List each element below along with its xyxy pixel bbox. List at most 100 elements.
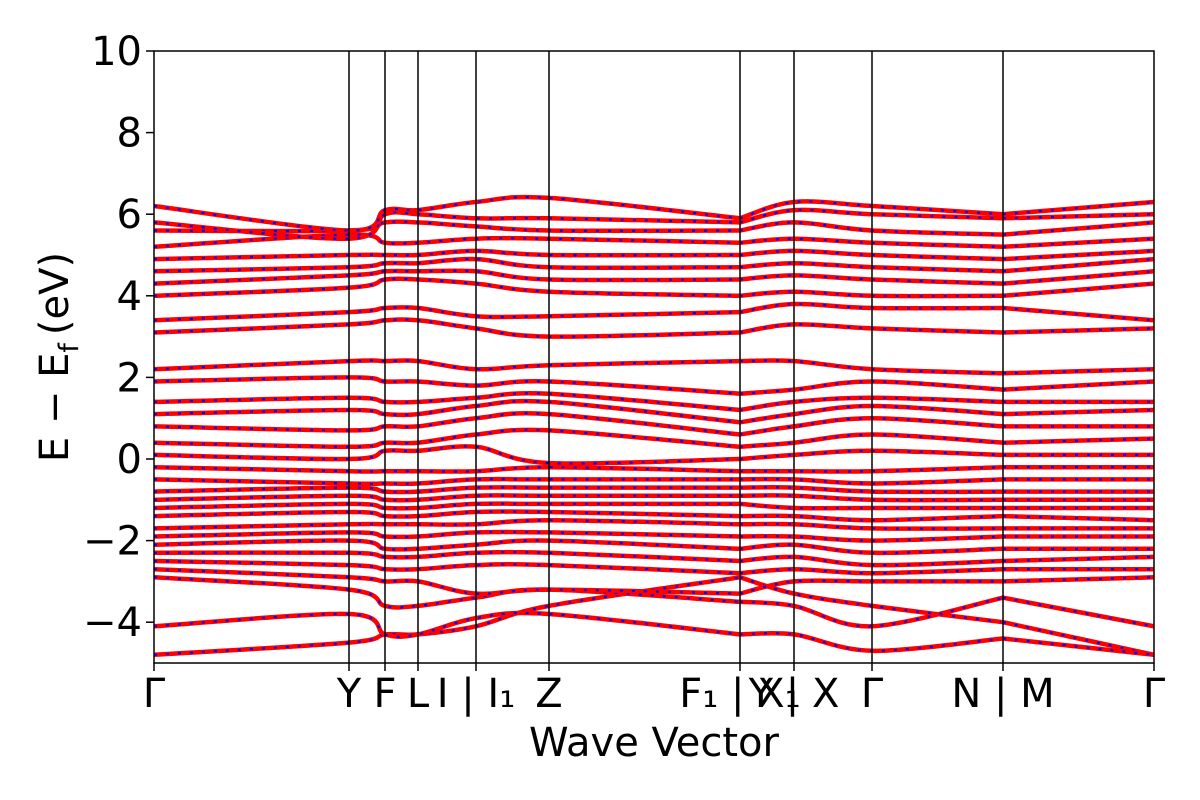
band-line — [1000, 619, 1154, 658]
band-line — [154, 444, 743, 466]
band-line-dashed — [739, 502, 1003, 510]
band-line-dashed — [739, 237, 1004, 248]
y-tick-label: 6 — [117, 192, 142, 238]
y-tick-label: −2 — [83, 519, 142, 565]
band-line — [154, 375, 743, 396]
y-axis-ticks: −4 −2 0 2 4 6 8 10 — [83, 29, 154, 646]
x-axis-label: Wave Vector — [529, 720, 780, 766]
band-line — [1000, 379, 1154, 392]
y-axis-label-unit: (eV) — [32, 252, 78, 335]
y-axis-label-subscript: f — [54, 342, 85, 353]
band-line — [154, 517, 743, 531]
band-line-dashed — [739, 404, 1004, 424]
y-axis-label-main: E − E — [32, 353, 78, 463]
band-line-dashed — [739, 323, 1004, 334]
x-tick-label: N | M — [951, 671, 1054, 717]
band-line — [1000, 220, 1154, 237]
bands-layer — [154, 194, 1154, 658]
band-line — [1000, 326, 1154, 335]
band-line-dashed — [739, 200, 1004, 220]
band-line — [1000, 281, 1154, 299]
band-line — [1000, 407, 1154, 417]
band-line — [1000, 636, 1154, 658]
band-line-dashed — [739, 221, 1004, 236]
y-tick-label: 0 — [117, 437, 142, 483]
x-tick-label: Γ — [1143, 671, 1166, 717]
band-line-dashed — [154, 195, 741, 232]
band-line-dashed — [739, 380, 1004, 395]
band-line — [154, 485, 743, 495]
band-line-dashed — [739, 449, 1004, 461]
x-tick-label: F₁ | X₁ — [679, 671, 800, 717]
x-tick-label: L — [407, 671, 430, 717]
band-line-dashed — [739, 249, 1004, 261]
band-line — [154, 390, 743, 413]
band-line-dashed — [739, 433, 1004, 448]
band-line — [154, 501, 743, 511]
band-line-dashed — [739, 486, 1004, 494]
band-line-dashed — [739, 477, 1004, 485]
band-line-dashed — [739, 632, 1004, 652]
band-line — [1000, 305, 1154, 323]
x-tick-label: Y | X — [748, 671, 840, 717]
band-line — [1000, 236, 1154, 250]
band-line-dashed — [739, 543, 1004, 554]
band-line — [1000, 269, 1154, 286]
band-line — [1000, 513, 1154, 523]
band-line-dashed — [739, 576, 1004, 624]
band-line-dashed — [739, 262, 1004, 273]
band-line — [1000, 436, 1154, 445]
band-line — [1000, 595, 1154, 629]
band-line — [154, 232, 743, 250]
band-line-dashed — [739, 274, 1004, 285]
x-tick-label: Γ — [143, 671, 166, 717]
x-tick-label: Y — [336, 671, 362, 717]
band-line-dashed — [739, 396, 1004, 412]
band-line — [154, 305, 743, 323]
band-line-dashed — [1002, 596, 1154, 628]
band-line — [154, 476, 743, 487]
band-line-dashed — [1002, 621, 1154, 656]
band-line-dashed — [739, 417, 1004, 436]
y-axis-label: E − Ef (eV) — [32, 252, 85, 462]
band-line-dashed — [739, 522, 1004, 530]
band-line-dashed — [739, 290, 1004, 298]
band-line — [154, 464, 743, 474]
band-line — [154, 398, 743, 425]
band-line-dashed — [739, 579, 1003, 595]
band-line-dashed — [739, 359, 1004, 375]
band-line-dashed — [739, 302, 1004, 314]
y-tick-label: −4 — [83, 600, 142, 646]
band-line — [1000, 248, 1154, 262]
band-line-dashed — [740, 466, 1004, 473]
band-line-dashed — [739, 568, 1004, 575]
x-tick-label: I | I₁ — [437, 671, 516, 717]
band-line — [1000, 211, 1154, 221]
band-line — [1000, 366, 1154, 376]
band-line-dashed — [739, 208, 1004, 224]
band-line — [154, 317, 743, 339]
y-tick-label: 8 — [117, 111, 142, 157]
x-tick-label: Γ — [861, 671, 884, 717]
y-tick-label: 2 — [117, 355, 142, 401]
band-line — [154, 538, 743, 552]
band-line-dashed — [739, 535, 1004, 542]
band-line-dashed — [739, 514, 1004, 522]
band-line — [154, 248, 743, 262]
band-line — [1000, 554, 1154, 564]
band-line — [737, 595, 1006, 629]
band-line — [1000, 256, 1154, 274]
band-line — [154, 411, 743, 437]
band-line — [1000, 199, 1154, 217]
plot-frame — [153, 50, 1155, 664]
y-tick-label: 4 — [117, 274, 142, 320]
band-line — [154, 549, 743, 564]
kpoint-divider-lines — [348, 51, 1004, 663]
x-tick-label: F — [373, 671, 396, 717]
band-line-dashed — [739, 494, 1004, 502]
band-line — [154, 358, 743, 372]
x-tick-label: Z — [535, 671, 562, 717]
band-line — [154, 509, 743, 519]
